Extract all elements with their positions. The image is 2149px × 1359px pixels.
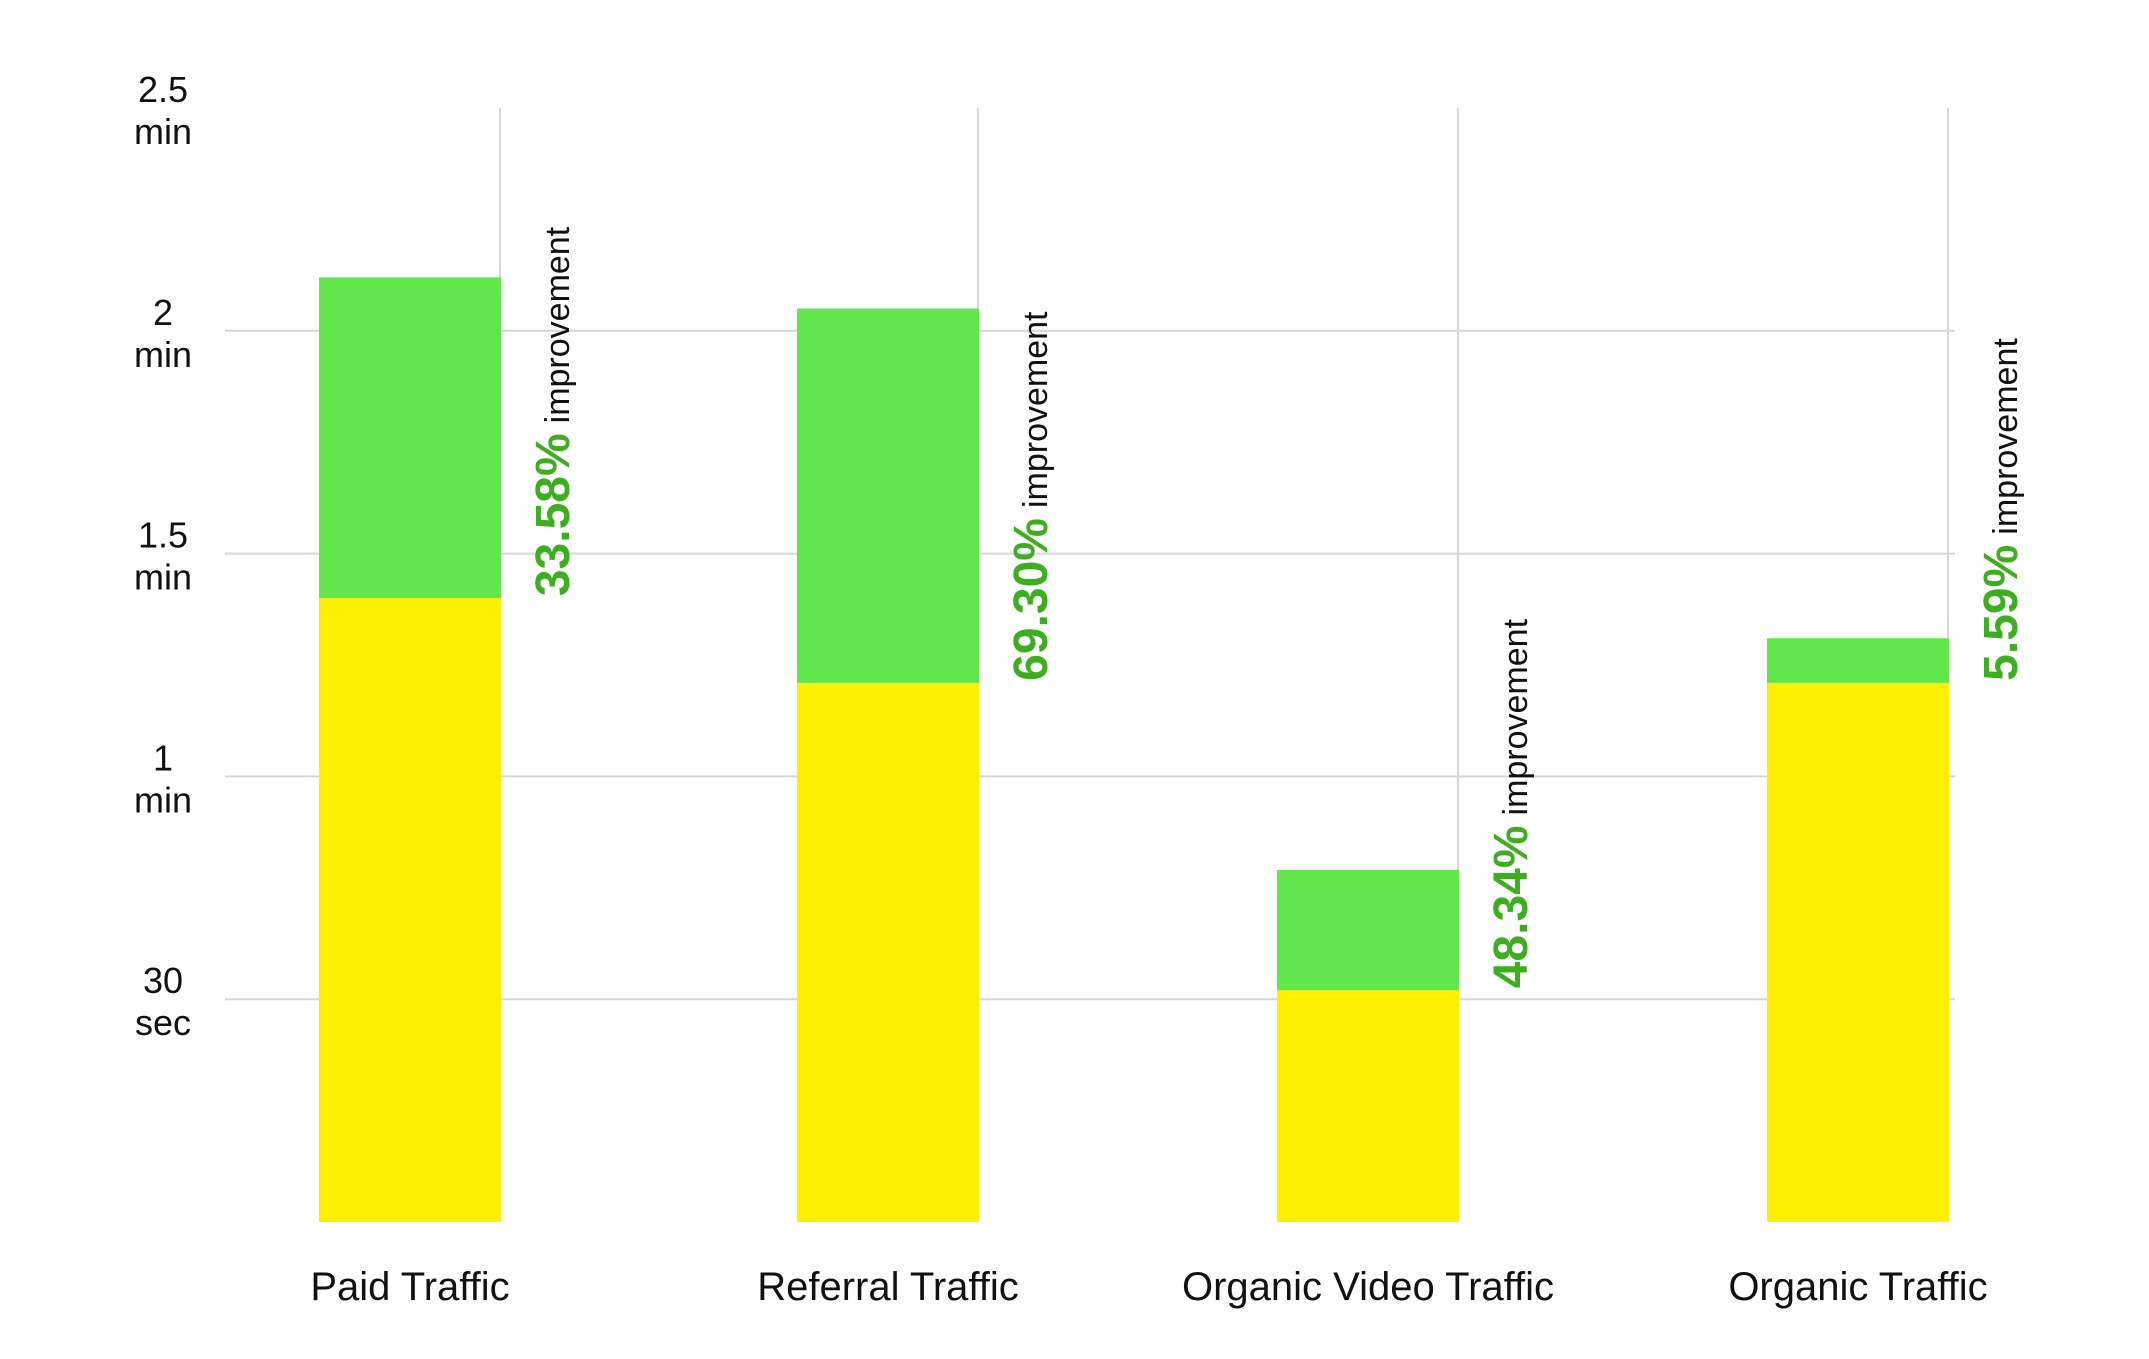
x-tick-label: Paid Traffic	[310, 1265, 509, 1309]
bar-improvement	[1767, 638, 1949, 683]
y-tick-label: 30 sec	[135, 960, 191, 1043]
bar-improvement	[797, 308, 979, 683]
improvement-value: 33.58%	[527, 433, 580, 596]
improvement-annotation: 69.30% improvement	[1005, 311, 1058, 681]
y-tick-label-line: sec	[135, 1002, 191, 1043]
y-tick-label-line: 1.5	[138, 515, 188, 556]
y-tick-label: 1.5 min	[134, 515, 192, 598]
improvement-annotation: 5.59% improvement	[1975, 338, 2028, 681]
y-tick-label-line: 1	[153, 737, 173, 778]
improvement-annotation: 33.58% improvement	[527, 226, 580, 596]
improvement-value: 48.34%	[1485, 825, 1538, 988]
y-tick-label-line: min	[134, 334, 192, 375]
bar-base	[1767, 682, 1949, 1222]
y-tick-label-line: 2.5	[138, 69, 188, 110]
x-axis: Paid Traffic Referral Traffic Organic Vide…	[310, 1265, 1987, 1309]
bars	[319, 277, 1949, 1222]
y-tick-label-line: min	[134, 111, 192, 152]
y-tick-label: 2.5 min	[134, 69, 192, 152]
y-tick-label-line: 30	[143, 960, 183, 1001]
x-tick-label: Referral Traffic	[757, 1265, 1019, 1309]
bar-base	[797, 682, 979, 1222]
improvement-annotation: 48.34% improvement	[1485, 618, 1538, 988]
improvement-value: 5.59%	[1975, 545, 2028, 681]
y-tick-label: 2 min	[134, 292, 192, 375]
y-tick-label-line: min	[134, 557, 192, 598]
improvement-value: 69.30%	[1005, 518, 1058, 681]
x-tick-label: Organic Video Traffic	[1182, 1265, 1554, 1309]
annotations: 33.58%improvement69.30%improvement48.34%…	[527, 226, 2028, 988]
improvement-suffix: improvement	[1017, 311, 1055, 508]
y-tick-label: 1 min	[134, 737, 192, 820]
bar-base	[319, 598, 501, 1222]
improvement-suffix: improvement	[1497, 618, 1535, 815]
improvement-suffix: improvement	[1987, 338, 2025, 535]
bar-improvement	[1277, 869, 1459, 991]
x-tick-label: Organic Traffic	[1728, 1265, 1987, 1309]
improvement-suffix: improvement	[539, 226, 577, 423]
y-tick-label-line: 2	[153, 292, 173, 333]
bar-base	[1277, 990, 1459, 1222]
bar-improvement	[319, 277, 501, 599]
y-tick-label-line: min	[134, 779, 192, 820]
